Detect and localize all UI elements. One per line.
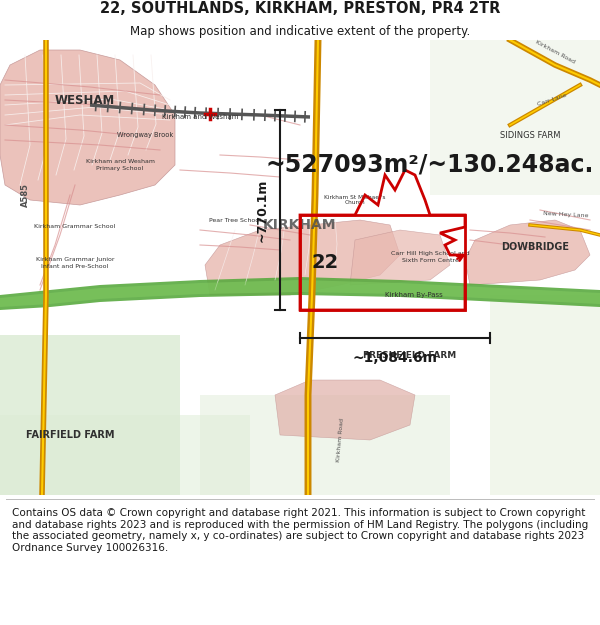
Text: Carr Hill High School and
Sixth Form Centre: Carr Hill High School and Sixth Form Cen… [391,251,469,262]
Text: FAIRFIELD FARM: FAIRFIELD FARM [26,430,114,440]
Polygon shape [490,295,600,495]
Text: DOWBRIDGE: DOWBRIDGE [501,242,569,252]
Text: A585: A585 [20,183,29,207]
Polygon shape [465,220,590,285]
Polygon shape [0,335,180,495]
Polygon shape [200,395,450,495]
Polygon shape [0,280,600,307]
Text: Contains OS data © Crown copyright and database right 2021. This information is : Contains OS data © Crown copyright and d… [12,508,588,552]
Polygon shape [0,415,250,495]
Polygon shape [350,230,450,285]
Text: Wrongway Brook: Wrongway Brook [117,132,173,138]
Text: FRESHFIELD FARM: FRESHFIELD FARM [364,351,457,359]
Text: SIDINGS FARM: SIDINGS FARM [500,131,560,139]
Text: Kirkham and Wesham: Kirkham and Wesham [162,114,238,120]
Text: Map shows position and indicative extent of the property.: Map shows position and indicative extent… [130,25,470,38]
Polygon shape [0,50,175,205]
Text: New Hey Lane: New Hey Lane [543,211,589,219]
Text: Kirkham and Wesham
Primary School: Kirkham and Wesham Primary School [86,159,155,171]
Text: ~527093m²/~130.248ac.: ~527093m²/~130.248ac. [266,153,594,177]
Text: Kirkham St Michael's
Church: Kirkham St Michael's Church [324,194,386,206]
Text: ~1,084.6m: ~1,084.6m [353,351,437,365]
Text: Kirkham By-Pass: Kirkham By-Pass [385,292,443,298]
Polygon shape [205,220,400,295]
Text: Kirkham Grammar School: Kirkham Grammar School [34,224,116,229]
Polygon shape [430,40,600,195]
Polygon shape [0,277,600,310]
Text: WESHAM: WESHAM [55,94,115,106]
Text: Pear Tree School: Pear Tree School [209,217,261,222]
Text: Carr Lane: Carr Lane [536,93,568,107]
Text: ~770.1m: ~770.1m [256,178,269,242]
Polygon shape [275,380,415,440]
Text: Kirkham Road: Kirkham Road [335,418,344,462]
Text: 22: 22 [311,254,338,272]
Text: KIRKHAM: KIRKHAM [263,218,337,232]
Text: Kirkham Road: Kirkham Road [535,39,575,64]
Text: Kirkham Grammar Junior
Infant and Pre-School: Kirkham Grammar Junior Infant and Pre-Sc… [36,258,114,269]
Text: 22, SOUTHLANDS, KIRKHAM, PRESTON, PR4 2TR: 22, SOUTHLANDS, KIRKHAM, PRESTON, PR4 2T… [100,1,500,16]
